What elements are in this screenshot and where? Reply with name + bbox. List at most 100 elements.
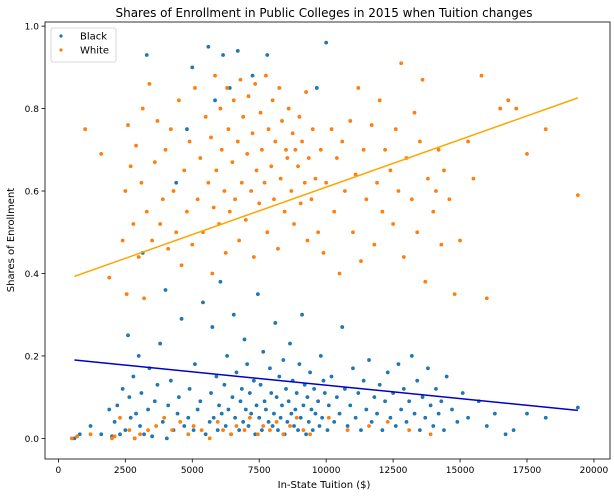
fit-line-black — [74, 359, 578, 412]
data-point-white — [409, 197, 414, 202]
data-point-white — [297, 114, 302, 119]
data-point-white — [359, 259, 363, 264]
data-point-white — [227, 209, 232, 214]
data-point-white — [234, 424, 239, 428]
data-point-white — [428, 432, 433, 437]
data-point-black — [234, 370, 239, 375]
x-tick-label: 7500 — [248, 466, 271, 476]
data-point-black — [142, 432, 146, 437]
data-point-white — [337, 271, 342, 276]
data-point-white — [193, 86, 197, 90]
data-point-white — [276, 246, 280, 251]
data-point-white — [239, 180, 244, 185]
data-point-black — [575, 405, 580, 410]
data-point-black — [253, 432, 258, 437]
data-point-black — [257, 415, 262, 420]
data-point-white — [222, 189, 227, 193]
data-point-black — [250, 73, 255, 78]
data-point-white — [329, 127, 334, 132]
y-tick-label: 0.4 — [25, 270, 40, 280]
x-axis-label: In-State Tuition ($) — [278, 480, 371, 491]
data-point-white — [308, 432, 312, 437]
data-point-black — [442, 428, 446, 433]
data-point-black — [340, 325, 345, 329]
data-point-white — [134, 143, 138, 148]
data-point-white — [313, 176, 318, 181]
data-point-black — [431, 424, 436, 428]
data-point-black — [193, 362, 197, 367]
data-point-black — [115, 403, 120, 408]
x-tick-label: 5000 — [181, 466, 204, 476]
series-white — [69, 61, 580, 441]
data-point-white — [326, 415, 331, 420]
data-point-white — [213, 73, 217, 78]
data-point-white — [407, 428, 412, 433]
data-point-white — [334, 156, 339, 160]
data-point-black — [415, 378, 420, 383]
data-point-white — [316, 230, 321, 235]
data-point-white — [237, 238, 242, 243]
data-point-black — [249, 411, 254, 416]
data-point-black — [131, 374, 136, 379]
data-point-white — [207, 436, 212, 441]
legend-white-marker — [59, 48, 63, 52]
data-point-white — [351, 230, 355, 235]
data-point-black — [164, 436, 169, 441]
data-point-white — [356, 86, 361, 90]
data-point-white — [246, 94, 251, 99]
data-point-white — [417, 139, 422, 144]
data-point-white — [158, 222, 163, 226]
data-point-white — [293, 147, 298, 152]
data-point-white — [383, 147, 387, 152]
data-point-white — [150, 238, 155, 243]
data-point-black — [207, 419, 212, 424]
data-point-black — [280, 403, 284, 408]
data-point-black — [265, 53, 270, 57]
data-point-black — [351, 366, 355, 371]
data-point-white — [377, 98, 382, 103]
data-point-black — [426, 366, 430, 371]
data-point-white — [179, 263, 184, 268]
data-point-black — [112, 419, 117, 424]
data-point-white — [420, 77, 425, 82]
data-point-black — [226, 407, 231, 412]
data-point-white — [112, 434, 117, 439]
data-point-white — [128, 164, 133, 169]
data-point-black — [277, 374, 282, 379]
data-point-white — [191, 424, 196, 428]
data-point-black — [304, 432, 308, 437]
data-point-black — [223, 424, 228, 428]
data-point-black — [353, 415, 358, 420]
data-point-black — [396, 362, 401, 367]
data-point-black — [321, 378, 326, 383]
legend-white-label: White — [80, 46, 109, 57]
data-point-black — [186, 415, 191, 420]
data-point-black — [276, 428, 280, 433]
data-point-black — [543, 415, 548, 420]
data-point-white — [285, 156, 290, 160]
data-point-black — [286, 399, 291, 404]
data-point-white — [171, 189, 176, 193]
data-point-black — [126, 333, 130, 338]
plot-frame — [44, 21, 611, 460]
data-point-white — [166, 246, 171, 251]
data-point-black — [270, 424, 275, 428]
data-point-white — [268, 428, 272, 433]
data-point-black — [175, 411, 180, 416]
data-point-white — [170, 428, 175, 433]
data-point-black — [187, 387, 192, 391]
data-point-white — [238, 77, 243, 82]
x-tick-label: 0 — [56, 466, 62, 476]
data-point-black — [219, 411, 224, 416]
data-point-black — [383, 399, 387, 404]
data-point-black — [492, 411, 497, 416]
data-point-white — [120, 238, 125, 243]
data-point-black — [301, 403, 306, 408]
data-point-white — [257, 201, 262, 206]
data-point-black — [235, 48, 240, 53]
data-point-white — [288, 424, 292, 428]
data-point-white — [479, 73, 484, 78]
data-point-black — [242, 337, 247, 342]
chart-legend: Black White — [50, 27, 117, 63]
data-point-white — [575, 193, 580, 198]
